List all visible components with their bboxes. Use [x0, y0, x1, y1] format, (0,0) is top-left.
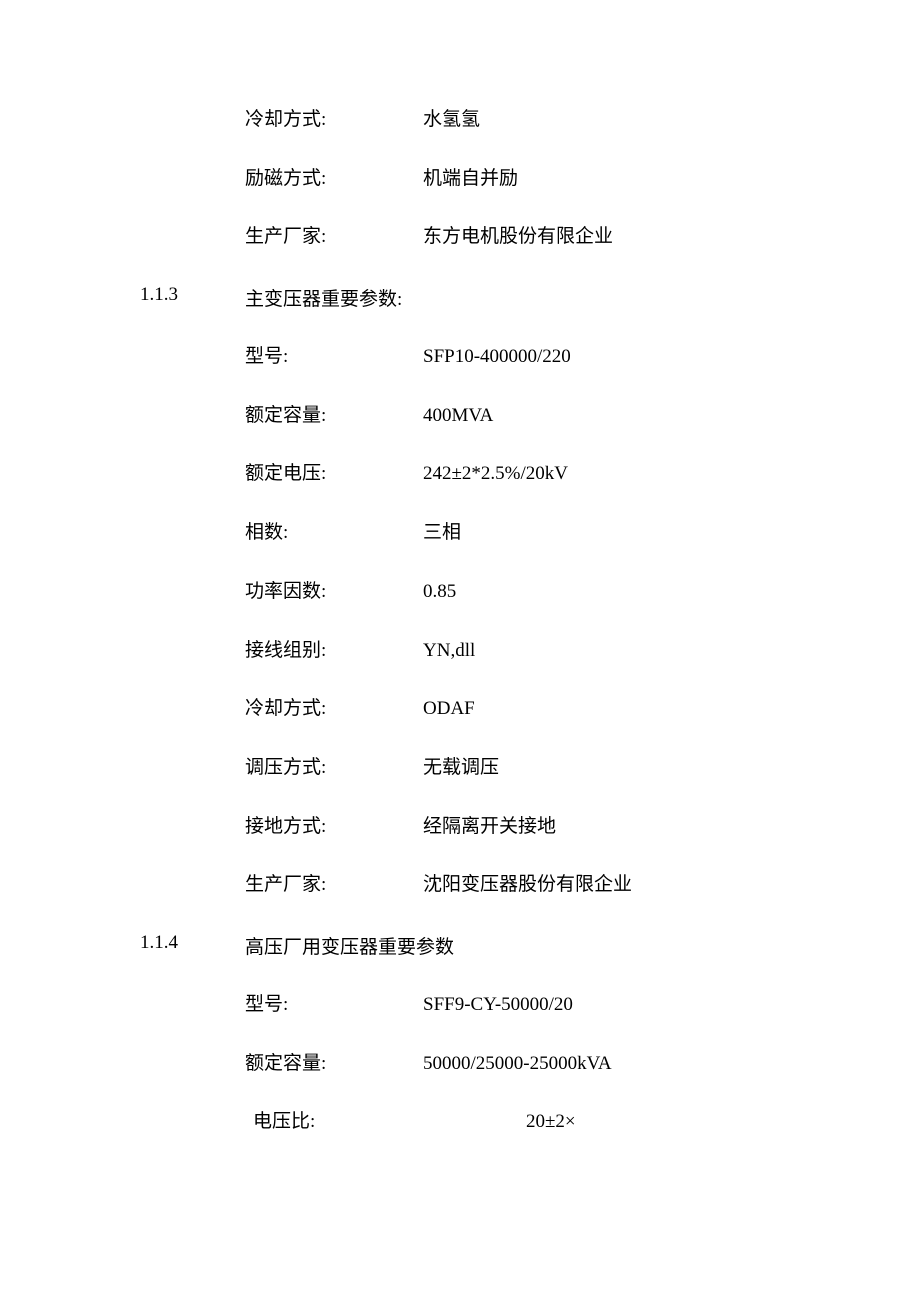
param-row: 电压比:20±2×	[140, 1110, 860, 1135]
param-row: 调压方式:无载调压	[140, 756, 860, 781]
param-label: 型号:	[140, 345, 423, 370]
param-label: 冷却方式:	[140, 108, 423, 133]
param-label: 冷却方式:	[140, 697, 423, 722]
param-label: 励磁方式:	[140, 167, 423, 192]
document-body: 冷却方式:水氢氢励磁方式:机端自并励生产厂家:东方电机股份有限企业1.1.3主变…	[140, 108, 860, 1135]
param-value: 水氢氢	[423, 108, 480, 133]
param-row: 冷却方式:水氢氢	[140, 108, 860, 133]
param-label: 调压方式:	[140, 756, 423, 781]
param-row: 额定容量:50000/25000-25000kVA	[140, 1052, 860, 1077]
param-value: 三相	[423, 521, 461, 546]
param-label: 接线组别:	[140, 639, 423, 664]
param-row: 励磁方式:机端自并励	[140, 167, 860, 192]
param-value: 50000/25000-25000kVA	[423, 1052, 612, 1077]
param-label: 生产厂家:	[140, 873, 423, 898]
param-value: SFP10-400000/220	[423, 345, 571, 370]
param-label: 额定电压:	[140, 462, 423, 487]
param-value: 242±2*2.5%/20kV	[423, 462, 568, 487]
section-number: 1.1.4	[140, 932, 245, 959]
param-value: SFF9-CY-50000/20	[423, 993, 573, 1018]
param-row: 型号:SFP10-400000/220	[140, 345, 860, 370]
param-row: 生产厂家:东方电机股份有限企业	[140, 225, 860, 250]
param-label: 电压比:	[140, 1110, 431, 1135]
param-value: 东方电机股份有限企业	[423, 225, 613, 250]
param-row: 接线组别:YN,dll	[140, 639, 860, 664]
param-row: 相数:三相	[140, 521, 860, 546]
param-row: 额定容量:400MVA	[140, 404, 860, 429]
param-value: 机端自并励	[423, 167, 518, 192]
section-number: 1.1.3	[140, 284, 245, 311]
param-row: 功率因数:0.85	[140, 580, 860, 605]
param-label: 生产厂家:	[140, 225, 423, 250]
param-row: 接地方式:经隔离开关接地	[140, 815, 860, 840]
param-row: 额定电压:242±2*2.5%/20kV	[140, 462, 860, 487]
param-label: 功率因数:	[140, 580, 423, 605]
section-title: 高压厂用变压器重要参数	[245, 932, 454, 959]
param-label: 接地方式:	[140, 815, 423, 840]
param-row: 生产厂家:沈阳变压器股份有限企业	[140, 873, 860, 898]
param-label: 额定容量:	[140, 1052, 423, 1077]
param-value: 0.85	[423, 580, 456, 605]
param-value: 20±2×	[431, 1110, 576, 1135]
param-label: 相数:	[140, 521, 423, 546]
param-row: 冷却方式:ODAF	[140, 697, 860, 722]
param-value: YN,dll	[423, 639, 475, 664]
section-heading: 1.1.4高压厂用变压器重要参数	[140, 932, 860, 959]
param-value: 沈阳变压器股份有限企业	[423, 873, 632, 898]
param-label: 型号:	[140, 993, 423, 1018]
param-value: 400MVA	[423, 404, 493, 429]
param-row: 型号:SFF9-CY-50000/20	[140, 993, 860, 1018]
param-label: 额定容量:	[140, 404, 423, 429]
param-value: 无载调压	[423, 756, 499, 781]
section-heading: 1.1.3主变压器重要参数:	[140, 284, 860, 311]
param-value: ODAF	[423, 697, 475, 722]
section-title: 主变压器重要参数:	[245, 284, 402, 311]
param-value: 经隔离开关接地	[423, 815, 556, 840]
